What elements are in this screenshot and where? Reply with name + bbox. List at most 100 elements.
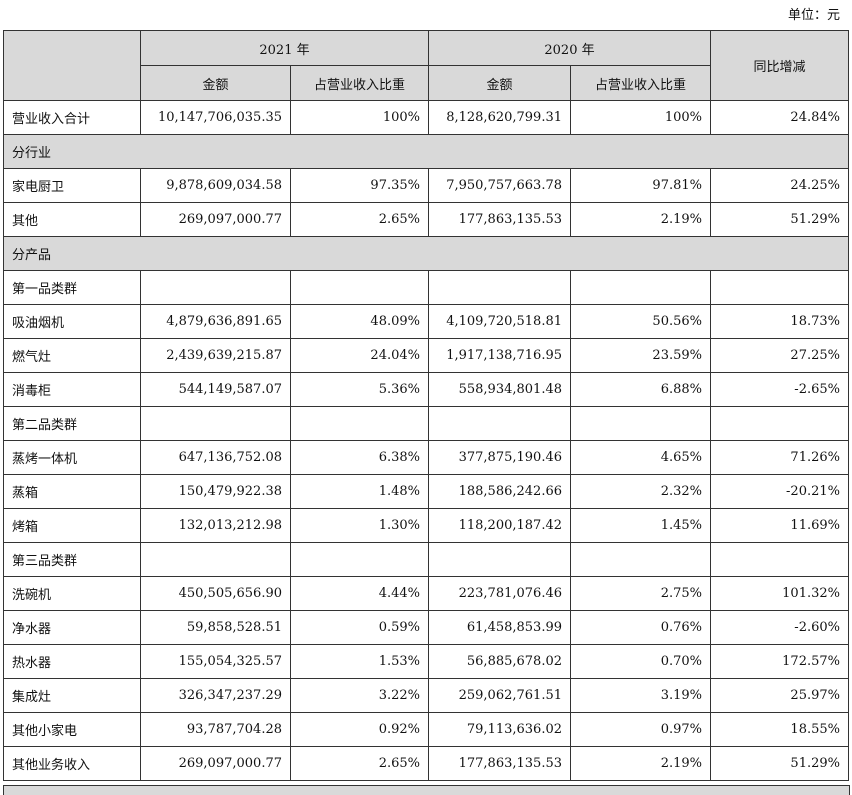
value-cell: 377,875,190.46: [428, 440, 571, 475]
value-cell: 0.59%: [290, 610, 429, 645]
value-cell: 2,439,639,215.87: [140, 338, 291, 373]
row-label: 净水器: [3, 610, 141, 645]
group-label: 第二品类群: [3, 406, 141, 441]
value-cell: 4.65%: [570, 440, 711, 475]
value-cell: 100%: [290, 100, 429, 135]
value-cell: 51.29%: [710, 202, 849, 237]
value-cell: 56,885,678.02: [428, 644, 571, 679]
value-cell: 188,586,242.66: [428, 474, 571, 509]
value-cell: 27.25%: [710, 338, 849, 373]
value-cell: 647,136,752.08: [140, 440, 291, 475]
empty-cell: [140, 542, 291, 577]
header-change: 同比增减: [710, 30, 849, 101]
value-cell: 1,917,138,716.95: [428, 338, 571, 373]
value-cell: 101.32%: [710, 576, 849, 611]
value-cell: -20.21%: [710, 474, 849, 509]
value-cell: 100%: [570, 100, 711, 135]
value-cell: 24.04%: [290, 338, 429, 373]
value-cell: 269,097,000.77: [140, 202, 291, 237]
value-cell: 172.57%: [710, 644, 849, 679]
row-label: 蒸箱: [3, 474, 141, 509]
table-row: 燃气灶 2,439,639,215.87 24.04% 1,917,138,716.9…: [3, 338, 849, 373]
value-cell: 155,054,325.57: [140, 644, 291, 679]
table-row: 分产品: [3, 236, 849, 271]
value-cell: 1.53%: [290, 644, 429, 679]
empty-cell: [290, 542, 429, 577]
empty-cell: [428, 270, 571, 305]
value-cell: 1.45%: [570, 508, 711, 543]
value-cell: 71.26%: [710, 440, 849, 475]
value-cell: 150,479,922.38: [140, 474, 291, 509]
table-row: 第二品类群: [3, 406, 849, 441]
table-row: 热水器 155,054,325.57 1.53% 56,885,678.02 0.70%…: [3, 644, 849, 679]
value-cell: 1.30%: [290, 508, 429, 543]
value-cell: 79,113,636.02: [428, 712, 571, 747]
value-cell: 544,149,587.07: [140, 372, 291, 407]
value-cell: 97.35%: [290, 168, 429, 203]
table-row: 蒸烤一体机 647,136,752.08 6.38% 377,875,190.46 4.…: [3, 440, 849, 475]
table-row: 净水器 59,858,528.51 0.59% 61,458,853.99 0.76% -…: [3, 610, 849, 645]
table-row: 营业收入合计 10,147,706,035.35 100% 8,128,620,799…: [3, 100, 849, 135]
header-blank: [3, 30, 141, 101]
value-cell: 450,505,656.90: [140, 576, 291, 611]
value-cell: 61,458,853.99: [428, 610, 571, 645]
value-cell: 10,147,706,035.35: [140, 100, 291, 135]
empty-cell: [428, 542, 571, 577]
value-cell: 8,128,620,799.31: [428, 100, 571, 135]
value-cell: 3.19%: [570, 678, 711, 713]
value-cell: 24.25%: [710, 168, 849, 203]
value-cell: 7,950,757,663.78: [428, 168, 571, 203]
row-label: 吸油烟机: [3, 304, 141, 339]
empty-cell: [290, 406, 429, 441]
value-cell: 269,097,000.77: [140, 746, 291, 781]
row-label: 热水器: [3, 644, 141, 679]
row-label: 其他业务收入: [3, 746, 141, 781]
value-cell: 51.29%: [710, 746, 849, 781]
value-cell: 118,200,187.42: [428, 508, 571, 543]
value-cell: 93,787,704.28: [140, 712, 291, 747]
value-cell: 6.38%: [290, 440, 429, 475]
empty-cell: [710, 270, 849, 305]
empty-cell: [140, 406, 291, 441]
value-cell: 2.19%: [570, 746, 711, 781]
value-cell: 259,062,761.51: [428, 678, 571, 713]
header-year: 2021 年: [140, 30, 429, 66]
row-label: 家电厨卫: [3, 168, 141, 203]
value-cell: 2.65%: [290, 746, 429, 781]
value-cell: 0.97%: [570, 712, 711, 747]
table-row: 蒸箱 150,479,922.38 1.48% 188,586,242.66 2.32%…: [3, 474, 849, 509]
table-body: 营业收入合计 10,147,706,035.35 100% 8,128,620,799…: [3, 100, 849, 781]
row-label: 营业收入合计: [3, 100, 141, 135]
header-ratio: 占营业收入比重: [290, 65, 429, 101]
row-label: 消毒柜: [3, 372, 141, 407]
table-row: 烤箱 132,013,212.98 1.30% 118,200,187.42 1.45%…: [3, 508, 849, 543]
table-row: 吸油烟机 4,879,636,891.65 48.09% 4,109,720,518.…: [3, 304, 849, 339]
value-cell: 2.32%: [570, 474, 711, 509]
table-row: 第一品类群: [3, 270, 849, 305]
value-cell: 4,879,636,891.65: [140, 304, 291, 339]
value-cell: 2.65%: [290, 202, 429, 237]
unit-note: 单位：元: [787, 8, 840, 23]
empty-cell: [290, 270, 429, 305]
row-label: 洗碗机: [3, 576, 141, 611]
table-row: 集成灶 326,347,237.29 3.22% 259,062,761.51 3.19…: [3, 678, 849, 713]
empty-cell: [428, 406, 571, 441]
group-label: 第一品类群: [3, 270, 141, 305]
row-label: 其他小家电: [3, 712, 141, 747]
value-cell: 97.81%: [570, 168, 711, 203]
table-row: 家电厨卫 9,878,609,034.58 97.35% 7,950,757,663.…: [3, 168, 849, 203]
value-cell: 132,013,212.98: [140, 508, 291, 543]
value-cell: 326,347,237.29: [140, 678, 291, 713]
header-year: 2020 年: [428, 30, 711, 66]
row-label: 其他: [3, 202, 141, 237]
value-cell: 6.88%: [570, 372, 711, 407]
value-cell: -2.65%: [710, 372, 849, 407]
table-row: 其他小家电 93,787,704.28 0.92% 79,113,636.02 0.97…: [3, 712, 849, 747]
value-cell: 18.55%: [710, 712, 849, 747]
value-cell: 23.59%: [570, 338, 711, 373]
value-cell: 1.48%: [290, 474, 429, 509]
value-cell: 25.97%: [710, 678, 849, 713]
empty-cell: [710, 542, 849, 577]
value-cell: 48.09%: [290, 304, 429, 339]
value-cell: 2.75%: [570, 576, 711, 611]
